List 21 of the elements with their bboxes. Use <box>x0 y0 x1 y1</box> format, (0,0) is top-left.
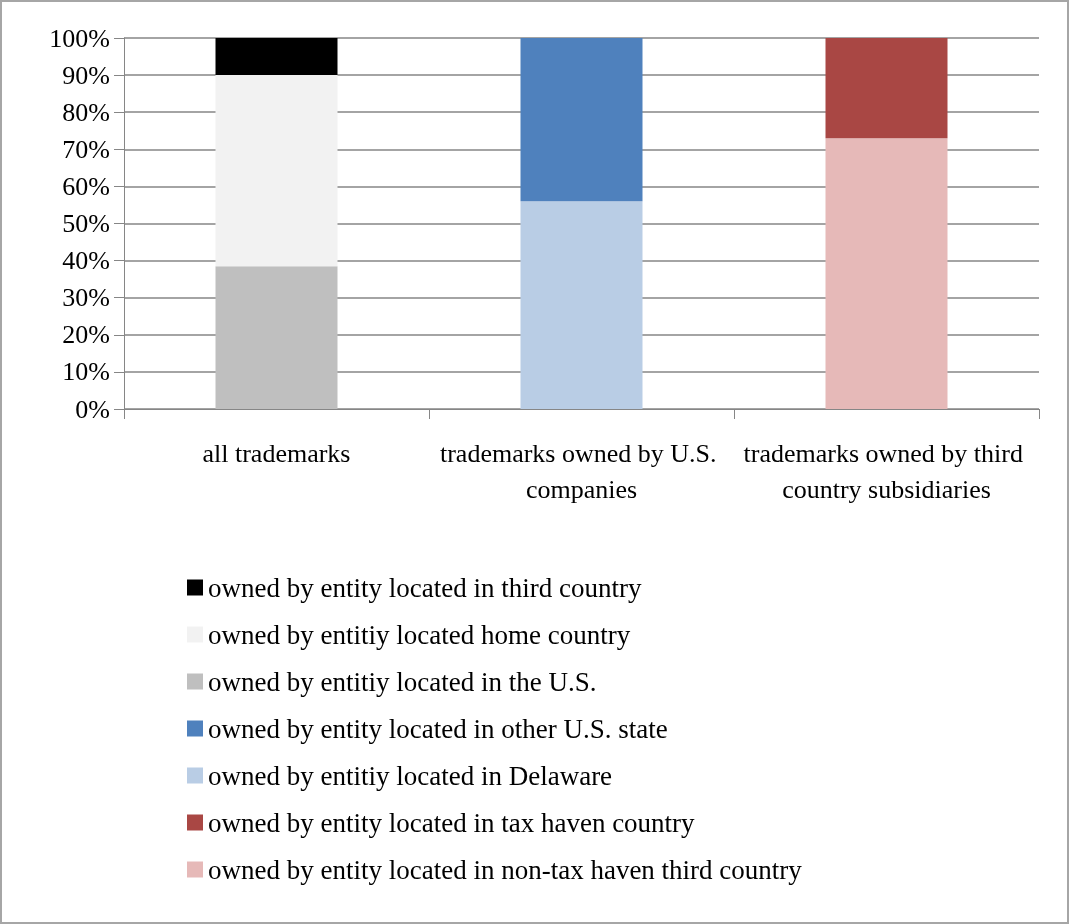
x-tick-label: trademarks owned by third country subsidiaries <box>743 438 1030 504</box>
legend-label: owned by entity located in non-tax haven third country <box>208 854 803 885</box>
legend-label: owned by entity located in third country <box>208 572 642 603</box>
x-tick-label: all trademarks <box>202 438 351 468</box>
y-tick-label: 60% <box>62 171 110 201</box>
y-tick-label: 90% <box>62 60 110 90</box>
legend-label: owned by entity located in tax haven country <box>208 807 696 838</box>
y-tick-label: 30% <box>62 283 110 313</box>
y-tick-label: 100% <box>49 23 110 53</box>
legend-label: owned by entity located in other U.S. state <box>208 713 668 744</box>
y-tick-label: 70% <box>62 134 110 164</box>
legend-label: owned by entitiy located in the U.S. <box>208 666 597 697</box>
y-tick-label: 40% <box>62 246 110 276</box>
y-tick-label: 50% <box>62 209 110 238</box>
y-tick-label: 10% <box>62 357 110 387</box>
legend-label: owned by entitiy located home country <box>208 619 631 650</box>
y-tick-label: 0% <box>75 394 110 424</box>
y-tick-label: 80% <box>62 97 110 127</box>
legend-label: owned by entitiy located in Delaware <box>208 760 613 791</box>
y-tick-label: 20% <box>62 320 110 350</box>
x-tick-label: trademarks owned by U.S. companies <box>439 438 724 504</box>
